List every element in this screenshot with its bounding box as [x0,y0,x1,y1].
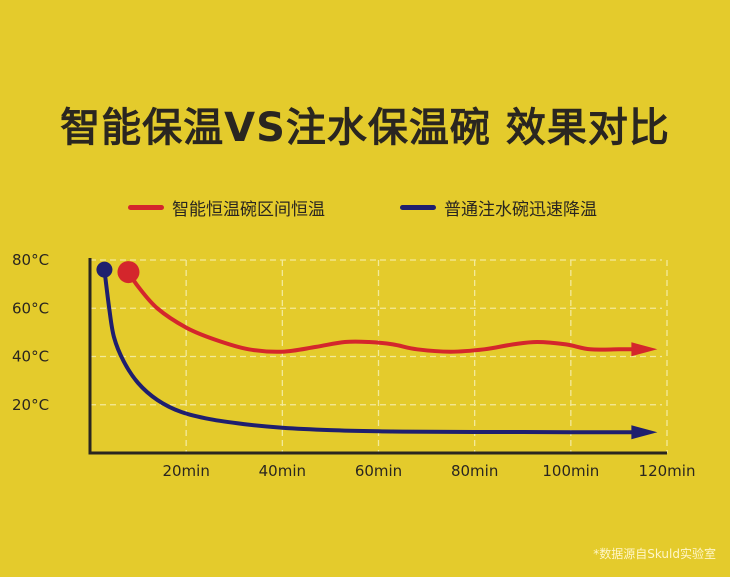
source-note: *数据源自Skuld实验室 [593,547,716,561]
y-tick-label: 80°C [12,251,49,269]
legend-item-normal: 普通注水碗迅速降温 [400,192,597,222]
x-tick-label: 60min [355,462,402,480]
y-tick-label: 20°C [12,396,49,414]
series-line-normal [102,267,638,435]
legend-swatch-smart [128,204,164,210]
x-tick-label: 120min [639,462,696,480]
x-tick-label: 40min [259,462,306,480]
series-line-smart [126,270,638,354]
x-tick-label: 100min [542,462,599,480]
legend-label-normal: 普通注水碗迅速降温 [444,199,597,220]
series-start-marker-smart [117,261,140,284]
legend-swatch-normal [400,204,436,210]
y-tick-label: 60°C [12,299,49,317]
x-tick-label: 80min [451,462,498,480]
legend-item-smart: 智能恒温碗区间恒温 [128,192,325,222]
legend-label-smart: 智能恒温碗区间恒温 [172,199,325,220]
series-arrow-normal [631,425,658,440]
y-tick-label: 40°C [12,348,49,366]
series-start-marker-normal [96,261,113,278]
chart-title: 智能保温VS注水保温碗 效果对比 [60,105,670,151]
series-arrow-smart [631,342,658,357]
x-tick-label: 20min [162,462,209,480]
